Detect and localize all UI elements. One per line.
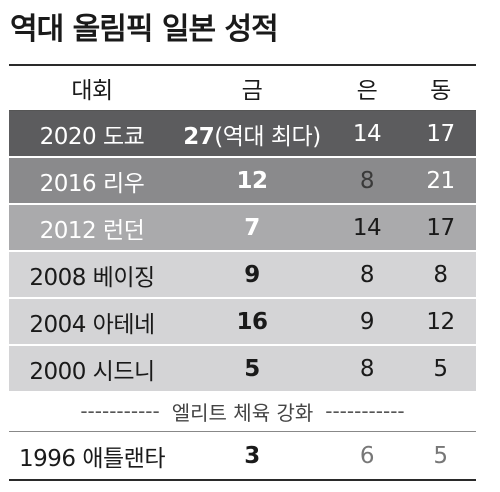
bronze-cell: 12 (426, 308, 455, 335)
table-row: 2020 도쿄 27(역대 최다) 14 17 (9, 111, 476, 158)
bronze-cell: 5 (433, 442, 448, 469)
bronze-cell: 5 (433, 355, 448, 382)
header-bronze: 동 (430, 78, 451, 104)
gold-cell: 16 (236, 308, 268, 335)
header-event: 대회 (71, 78, 113, 104)
header-gold: 금 (241, 78, 263, 104)
table-row: 2004 아테네 16 9 12 (9, 299, 476, 346)
bronze-cell: 8 (433, 261, 448, 288)
bronze-cell: 17 (426, 214, 455, 241)
silver-cell: 14 (352, 120, 382, 147)
gold-cell: 9 (244, 261, 260, 288)
bronze-cell: 17 (426, 120, 455, 147)
silver-cell: 6 (359, 442, 375, 469)
era-divider: ----------- 엘리트 체육 강화 ----------- (9, 391, 476, 431)
event-cell: 2004 아테네 (29, 311, 155, 338)
event-cell: 2000 시드니 (29, 358, 155, 385)
header-silver: 은 (356, 78, 378, 104)
gold-note: (역대 최다) (214, 123, 321, 150)
table-bottom-rule (9, 479, 476, 481)
event-cell: 2008 베이징 (29, 264, 155, 291)
table-top-rule (9, 64, 476, 66)
table-row: 2008 베이징 9 8 8 (9, 252, 476, 299)
gold-cell: 27(역대 최다) (175, 117, 329, 151)
silver-cell: 8 (359, 261, 375, 288)
table-row: 2000 시드니 5 8 5 (9, 346, 476, 391)
table-header-row: 대회 금 은 동 (9, 66, 476, 111)
page-title: 역대 올림픽 일본 성적 (10, 12, 279, 47)
bronze-cell: 21 (426, 167, 455, 194)
event-cell: 2016 리우 (39, 170, 145, 197)
table-row: 2016 리우 12 8 21 (9, 158, 476, 205)
event-cell: 2012 런던 (39, 217, 145, 244)
silver-cell: 8 (359, 167, 375, 194)
divider-label: 엘리트 체육 강화 (171, 400, 314, 425)
divider-dashes-left: ----------- (80, 399, 160, 423)
gold-value: 27 (183, 123, 215, 150)
event-cell: 1996 애틀랜타 (19, 445, 165, 472)
silver-cell: 8 (359, 355, 375, 382)
event-cell: 2020 도쿄 (39, 123, 145, 150)
gold-cell: 12 (236, 167, 268, 194)
table-row: 2012 런던 7 14 17 (9, 205, 476, 252)
silver-cell: 9 (359, 308, 375, 335)
table-row: 1996 애틀랜타 3 6 5 (9, 431, 476, 479)
silver-cell: 14 (352, 214, 382, 241)
gold-cell: 7 (244, 214, 260, 241)
divider-dashes-right: ----------- (325, 399, 405, 423)
gold-cell: 3 (244, 442, 260, 469)
medal-table: 대회 금 은 동 2020 도쿄 27(역대 최다) 14 17 2016 리우… (9, 64, 476, 481)
gold-cell: 5 (244, 355, 260, 382)
